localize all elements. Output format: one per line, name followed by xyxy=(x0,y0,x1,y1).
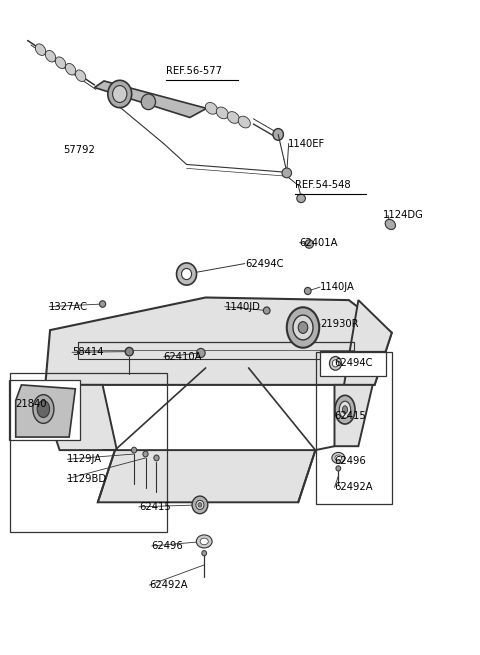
Text: 1140JA: 1140JA xyxy=(320,282,355,292)
Text: 1129JA: 1129JA xyxy=(67,455,102,464)
Ellipse shape xyxy=(198,502,202,507)
Ellipse shape xyxy=(177,263,197,285)
Ellipse shape xyxy=(297,194,305,202)
Text: 62496: 62496 xyxy=(335,456,366,466)
Text: 1124DG: 1124DG xyxy=(383,210,424,220)
Ellipse shape xyxy=(141,94,156,109)
Ellipse shape xyxy=(293,315,313,340)
Ellipse shape xyxy=(304,288,311,295)
Text: 62494C: 62494C xyxy=(245,259,283,269)
Ellipse shape xyxy=(143,451,148,457)
Ellipse shape xyxy=(75,70,86,81)
Ellipse shape xyxy=(37,401,49,417)
Text: 57792: 57792 xyxy=(63,145,96,155)
Ellipse shape xyxy=(65,64,76,75)
Text: 62494C: 62494C xyxy=(335,358,373,368)
Text: 62492A: 62492A xyxy=(149,580,188,590)
Text: 1327AC: 1327AC xyxy=(49,302,88,312)
Polygon shape xyxy=(16,385,75,437)
Ellipse shape xyxy=(202,551,206,556)
Ellipse shape xyxy=(336,466,341,471)
Text: 58414: 58414 xyxy=(72,347,104,357)
Ellipse shape xyxy=(33,395,54,423)
Ellipse shape xyxy=(332,453,345,464)
Ellipse shape xyxy=(55,57,66,69)
Text: 1129BD: 1129BD xyxy=(67,474,108,484)
Ellipse shape xyxy=(125,347,133,356)
Ellipse shape xyxy=(305,240,313,248)
Ellipse shape xyxy=(36,44,46,56)
Ellipse shape xyxy=(113,86,127,102)
Ellipse shape xyxy=(385,219,396,229)
Bar xyxy=(9,380,80,440)
Ellipse shape xyxy=(200,538,208,545)
Bar xyxy=(316,352,392,504)
Ellipse shape xyxy=(99,301,106,307)
Text: 1140JD: 1140JD xyxy=(225,302,261,312)
Ellipse shape xyxy=(192,496,208,514)
Ellipse shape xyxy=(154,455,159,461)
Ellipse shape xyxy=(205,102,217,114)
Text: 62410A: 62410A xyxy=(164,352,202,362)
Ellipse shape xyxy=(181,269,192,280)
Text: 21930R: 21930R xyxy=(320,319,359,329)
Ellipse shape xyxy=(332,360,338,367)
Text: 62492A: 62492A xyxy=(335,482,373,493)
Text: 62401A: 62401A xyxy=(300,238,338,248)
Ellipse shape xyxy=(282,168,291,178)
Polygon shape xyxy=(98,450,315,502)
Ellipse shape xyxy=(335,455,342,461)
Ellipse shape xyxy=(197,348,205,358)
Text: 62415: 62415 xyxy=(139,502,170,512)
Ellipse shape xyxy=(196,500,204,510)
Ellipse shape xyxy=(339,402,351,418)
Ellipse shape xyxy=(238,116,251,128)
Ellipse shape xyxy=(335,396,355,424)
Ellipse shape xyxy=(273,128,283,140)
Text: 1140EF: 1140EF xyxy=(288,139,325,149)
Ellipse shape xyxy=(264,307,270,314)
Polygon shape xyxy=(45,297,392,385)
Polygon shape xyxy=(45,385,117,450)
Ellipse shape xyxy=(46,50,56,62)
Bar xyxy=(10,373,168,533)
Text: 62496: 62496 xyxy=(152,541,183,551)
Ellipse shape xyxy=(329,356,341,370)
Ellipse shape xyxy=(216,107,228,119)
Bar xyxy=(320,351,386,376)
Text: REF.56-577: REF.56-577 xyxy=(166,66,222,76)
Ellipse shape xyxy=(196,535,212,548)
Text: REF.54-548: REF.54-548 xyxy=(295,180,350,191)
Polygon shape xyxy=(344,300,392,385)
Ellipse shape xyxy=(228,111,240,123)
Ellipse shape xyxy=(298,322,308,333)
Polygon shape xyxy=(95,81,206,117)
Ellipse shape xyxy=(132,447,137,453)
Ellipse shape xyxy=(287,307,319,348)
Text: 21840: 21840 xyxy=(16,400,47,409)
Text: 62415: 62415 xyxy=(335,411,366,421)
Ellipse shape xyxy=(108,81,132,107)
Polygon shape xyxy=(335,385,372,446)
Ellipse shape xyxy=(342,405,348,413)
